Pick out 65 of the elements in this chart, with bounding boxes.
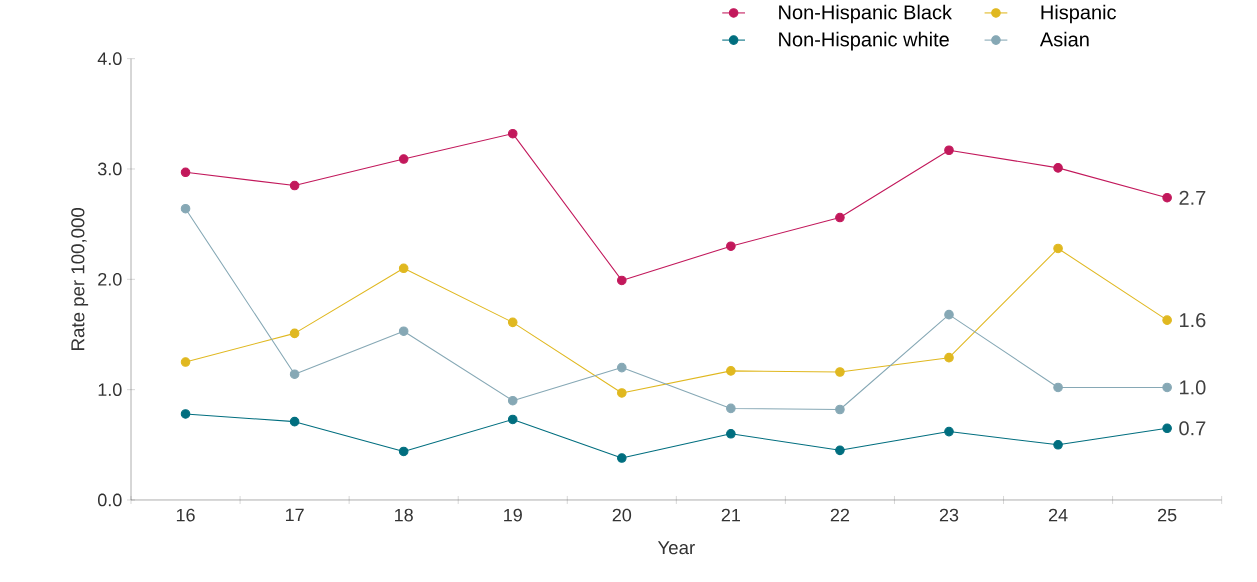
point xyxy=(835,445,845,456)
point xyxy=(289,328,300,339)
legend-label: Asian xyxy=(1039,31,1089,47)
point xyxy=(289,369,300,380)
point xyxy=(726,366,736,376)
point xyxy=(507,395,518,406)
point xyxy=(617,453,627,463)
point xyxy=(835,367,845,377)
data-label: 0.7 xyxy=(1179,421,1206,436)
x-tick-label: 20 xyxy=(612,508,632,522)
point xyxy=(398,154,409,164)
point xyxy=(726,241,736,252)
point xyxy=(1162,315,1172,325)
point xyxy=(835,404,845,415)
point xyxy=(726,403,736,414)
point xyxy=(180,167,191,178)
point xyxy=(180,203,191,214)
y-tick-label: 0.0 xyxy=(97,493,122,507)
point xyxy=(1053,382,1063,393)
point xyxy=(944,309,954,320)
data-label: 1.6 xyxy=(1180,313,1206,328)
x-tick-label: 25 xyxy=(1158,508,1177,522)
point xyxy=(180,357,191,367)
point xyxy=(1162,382,1172,393)
x-tick-label: 24 xyxy=(1048,508,1068,522)
x-tick-label: 23 xyxy=(939,508,959,522)
x-axis-title: Year xyxy=(657,541,695,555)
y-tick-label: 2.0 xyxy=(98,272,122,286)
point xyxy=(617,388,627,398)
point xyxy=(944,145,954,156)
y-tick-label: 1.0 xyxy=(98,383,122,397)
point xyxy=(1162,192,1172,203)
point xyxy=(944,426,954,437)
point xyxy=(180,409,191,419)
point xyxy=(398,326,409,336)
x-tick-label: 21 xyxy=(721,508,740,522)
point xyxy=(507,414,518,425)
point xyxy=(398,263,409,274)
data-label: 2.7 xyxy=(1179,190,1206,205)
y-tick-label: 4.0 xyxy=(97,52,122,66)
point xyxy=(1053,243,1063,254)
point xyxy=(944,352,954,363)
legend-label: Hispanic xyxy=(1041,4,1117,24)
point xyxy=(289,180,300,191)
point xyxy=(617,275,627,286)
point xyxy=(1162,423,1172,434)
point xyxy=(726,428,736,439)
x-tick-label: 18 xyxy=(395,508,413,522)
x-tick-label: 17 xyxy=(285,508,304,522)
point xyxy=(398,446,409,457)
x-tick-label: 22 xyxy=(830,508,850,522)
point xyxy=(507,317,518,328)
x-tick-label: 19 xyxy=(504,508,522,522)
point xyxy=(617,362,627,373)
data-label: 1.0 xyxy=(1180,380,1206,395)
point xyxy=(289,416,300,427)
point xyxy=(507,128,518,139)
legend-label: Non-Hispanic white xyxy=(779,31,949,51)
legend-label: Non-Hispanic Black xyxy=(779,4,952,24)
y-tick-label: 3.0 xyxy=(97,162,122,176)
point xyxy=(1053,440,1063,450)
x-tick-label: 16 xyxy=(176,508,195,522)
point xyxy=(835,212,845,223)
y-axis-title: Rate per 100,000 xyxy=(71,207,89,350)
point xyxy=(1053,163,1063,173)
